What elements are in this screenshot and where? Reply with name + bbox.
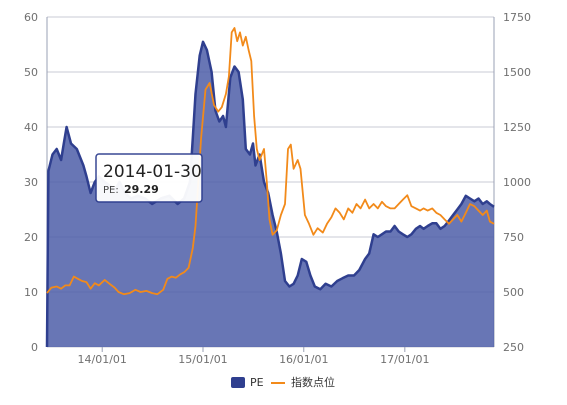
x-tick-label: 17/01/01 [380,353,429,366]
x-axis-labels: 14/01/01 15/01/01 16/01/01 17/01/01 [78,353,430,366]
tooltip: 2014-01-30 PE: 29.29 [95,153,203,203]
right-tick-label: 1750 [503,11,531,24]
left-tick-label: 50 [24,66,38,79]
tooltip-label: PE: [103,185,119,196]
right-tick-label: 500 [503,286,524,299]
left-tick-label: 60 [24,11,38,24]
tooltip-date: 2014-01-30 [103,162,202,182]
x-tick-label: 15/01/01 [178,353,227,366]
right-tick-label: 250 [503,341,524,354]
left-tick-label: 20 [24,231,38,244]
index-line[interactable] [46,27,495,296]
left-axis-labels: 0 10 20 30 40 50 60 [24,11,38,354]
legend-label-pe: PE [250,376,264,389]
right-tick-label: 1500 [503,66,531,79]
left-tick-label: 40 [24,121,38,134]
tooltip-box [95,153,203,203]
pe-area[interactable] [47,41,494,348]
legend-label-index: 指数点位 [291,375,335,389]
legend: PE 指数点位 [231,375,335,389]
index-series[interactable] [46,27,495,296]
right-tick-label: 1000 [503,176,531,189]
right-tick-label: 750 [503,231,524,244]
right-axis-labels: 250 500 750 1000 1250 1500 1750 [503,11,531,354]
left-tick-label: 10 [24,286,38,299]
legend-swatch-pe [231,377,245,388]
legend-item-pe[interactable]: PE [231,376,264,389]
legend-item-index[interactable]: 指数点位 [271,375,335,389]
left-tick-label: 30 [24,176,38,189]
right-tick-label: 1250 [503,121,531,134]
x-tick-label: 16/01/01 [279,353,328,366]
left-tick-label: 0 [31,341,38,354]
tooltip-value: 29.29 [124,183,159,196]
x-tick-label: 14/01/01 [78,353,127,366]
